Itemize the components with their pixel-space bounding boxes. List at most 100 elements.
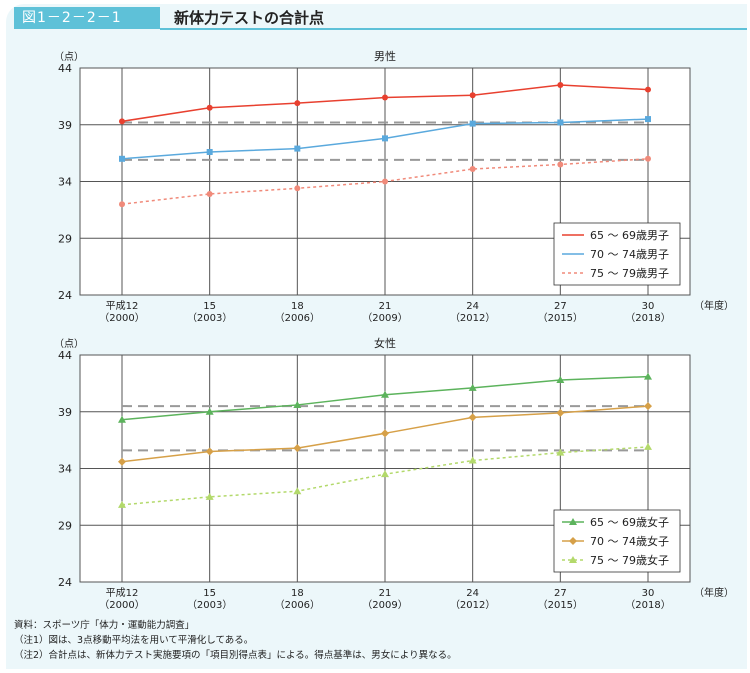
chart-1-x-tick-label: 平成12: [106, 300, 139, 312]
chart-1-series-3-point: [645, 155, 651, 162]
chart-1-series-1-point: [294, 100, 301, 107]
chart-2-series-2-point: [556, 408, 565, 417]
chart-1-series-1-point: [119, 118, 125, 125]
chart-2-series-2-point: [468, 413, 477, 422]
chart-2-x-tick-label: 21: [379, 588, 392, 599]
chart-1-y-tick-label: 34: [58, 176, 72, 189]
chart-2-series-2-point: [293, 444, 302, 453]
chart-2-x-tick-label: （2018）: [625, 599, 670, 611]
chart-1-y-tick-label: 44: [58, 62, 72, 75]
chart-2-x-tick-label: 18: [291, 588, 304, 599]
chart-1-series-2-point: [206, 148, 213, 155]
chart-2-series-3-point: [381, 470, 389, 478]
chart-1-x-tick-label: 27: [554, 301, 567, 312]
note-1: （注1）図は、3点移動平均法を用いて平滑化してある。: [14, 635, 254, 646]
chart-1-series-2-point: [119, 155, 125, 162]
source-note: 資料：スポーツ庁「体力・運動能力調査」: [14, 620, 195, 631]
chart-1-x-tick-label: 30: [642, 301, 655, 312]
chart-1-x-tick-label: 15: [203, 301, 216, 312]
chart-2-y-tick-label: 24: [58, 576, 72, 589]
chart-2-legend-marker: [569, 537, 577, 545]
chart-1-x-tick-label: 21: [379, 301, 392, 312]
chart-1-series-1-point: [469, 92, 476, 99]
chart-2-series-1-point: [556, 375, 565, 383]
chart-2-x-tick-label: （2012）: [450, 599, 495, 611]
chart-1-y-tick-label: 24: [58, 289, 72, 302]
chart-2-series-1-point: [293, 400, 302, 408]
chart-1-x-tick-label: 24: [466, 301, 479, 312]
chart-1-y-tick-label: 39: [58, 119, 72, 132]
chart-2-y-tick-label: 29: [58, 519, 72, 532]
chart-2-series-3-point: [556, 448, 565, 456]
chart-1-series-2-point: [294, 145, 301, 152]
chart-2-legend-marker: [569, 518, 577, 525]
chart-1-ylabel: （点）: [54, 51, 84, 63]
chart-2-x-tick-label: 30: [642, 588, 655, 599]
figure-number: 図1－2－2－1: [14, 7, 160, 29]
chart-2-series-2-point: [644, 402, 652, 411]
chart-1-series-2-point: [382, 135, 388, 142]
chart-2-series-2-point: [118, 457, 126, 466]
chart-1-x-tick-label: （2000）: [99, 312, 144, 324]
chart-2-series-1-point: [381, 390, 389, 398]
chart-2-series-3-point: [468, 456, 477, 464]
chart-1-x-tick-label: （2012）: [450, 312, 495, 324]
chart-1-title: 男性: [374, 49, 396, 63]
chart-2-x-tick-label: （2006）: [275, 599, 320, 611]
chart-2-legend-label: 65 ～ 69歳女子: [590, 515, 669, 529]
chart-1-x-tick-label: 18: [291, 301, 304, 312]
chart-2-x-tick-label: （2003）: [187, 599, 232, 611]
chart-1-series-2-point: [645, 116, 651, 123]
chart-1-legend-label: 70 ～ 74歳男子: [590, 248, 669, 261]
chart-2-series-2-point: [381, 429, 389, 438]
chart-1-x-tick-label: （2003）: [187, 312, 232, 324]
chart-2-legend-label: 70 ～ 74歳女子: [590, 534, 669, 548]
chart-1-x-tick-label: （2018）: [625, 312, 670, 324]
chart-2-y-tick-label: 34: [58, 463, 72, 476]
chart-1-x-tick-label: （2006）: [275, 312, 320, 324]
chart-2-y-tick-label: 39: [58, 406, 72, 419]
chart-1-series-2-point: [469, 120, 476, 127]
chart-2-legend-marker: [569, 556, 577, 563]
chart-2-series-1-point: [205, 407, 214, 415]
chart-1-series-3-point: [557, 161, 564, 168]
chart-1-series-3-point: [469, 166, 476, 173]
chart-2-legend-label: 75 ～ 79歳女子: [590, 553, 669, 567]
note-2: （注2）合計点は、新体力テスト実施要項の「項目別得点表」による。得点基準は、男女…: [14, 650, 457, 661]
chart-1-series-3-point: [382, 178, 388, 185]
chart-1-xlabel: （年度）: [694, 299, 734, 312]
chart-2-series-3-point: [644, 442, 652, 450]
chart-2-series-3-point: [293, 487, 302, 495]
chart-2-x-tick-label: 24: [466, 588, 479, 599]
header-rule: [160, 28, 747, 30]
chart-1-legend-label: 75 ～ 79歳男子: [590, 267, 669, 280]
figure-title: 新体力テストの合計点: [174, 9, 325, 27]
chart-2-xlabel: （年度）: [694, 586, 734, 599]
chart-1-series-1-point: [206, 104, 213, 111]
chart-1-series-3-point: [119, 201, 125, 208]
chart-1-y-tick-label: 29: [58, 232, 72, 245]
chart-1-series-1-point: [557, 82, 564, 89]
chart-1-series-1-point: [645, 86, 651, 93]
chart-2-x-tick-label: 平成12: [106, 587, 139, 599]
chart-2-ylabel: （点）: [54, 338, 84, 350]
chart-2-x-tick-label: 15: [203, 588, 216, 599]
chart-1-legend-label: 65 ～ 69歳男子: [590, 229, 669, 242]
chart-1-series-3-point: [206, 190, 213, 197]
chart-2-y-tick-label: 44: [58, 349, 72, 362]
chart-1-x-tick-label: （2015）: [538, 312, 583, 324]
chart-2-series-3-point: [118, 500, 126, 508]
chart-1-series-1-point: [382, 94, 388, 101]
chart-2-series-3-point: [205, 492, 214, 500]
chart-2-title: 女性: [374, 336, 396, 350]
chart-1-x-tick-label: （2009）: [362, 312, 407, 324]
chart-2-x-tick-label: （2015）: [538, 599, 583, 611]
chart-2-x-tick-label: 27: [554, 588, 567, 599]
chart-1-series-3-point: [294, 185, 301, 192]
chart-2-x-tick-label: （2009）: [362, 599, 407, 611]
chart-2-series-1-point: [644, 372, 652, 380]
chart-2-series-1-point: [118, 415, 126, 423]
notes: 資料：スポーツ庁「体力・運動能力調査」 （注1）図は、3点移動平均法を用いて平滑…: [14, 618, 457, 663]
chart-1-series-2-point: [557, 119, 564, 126]
